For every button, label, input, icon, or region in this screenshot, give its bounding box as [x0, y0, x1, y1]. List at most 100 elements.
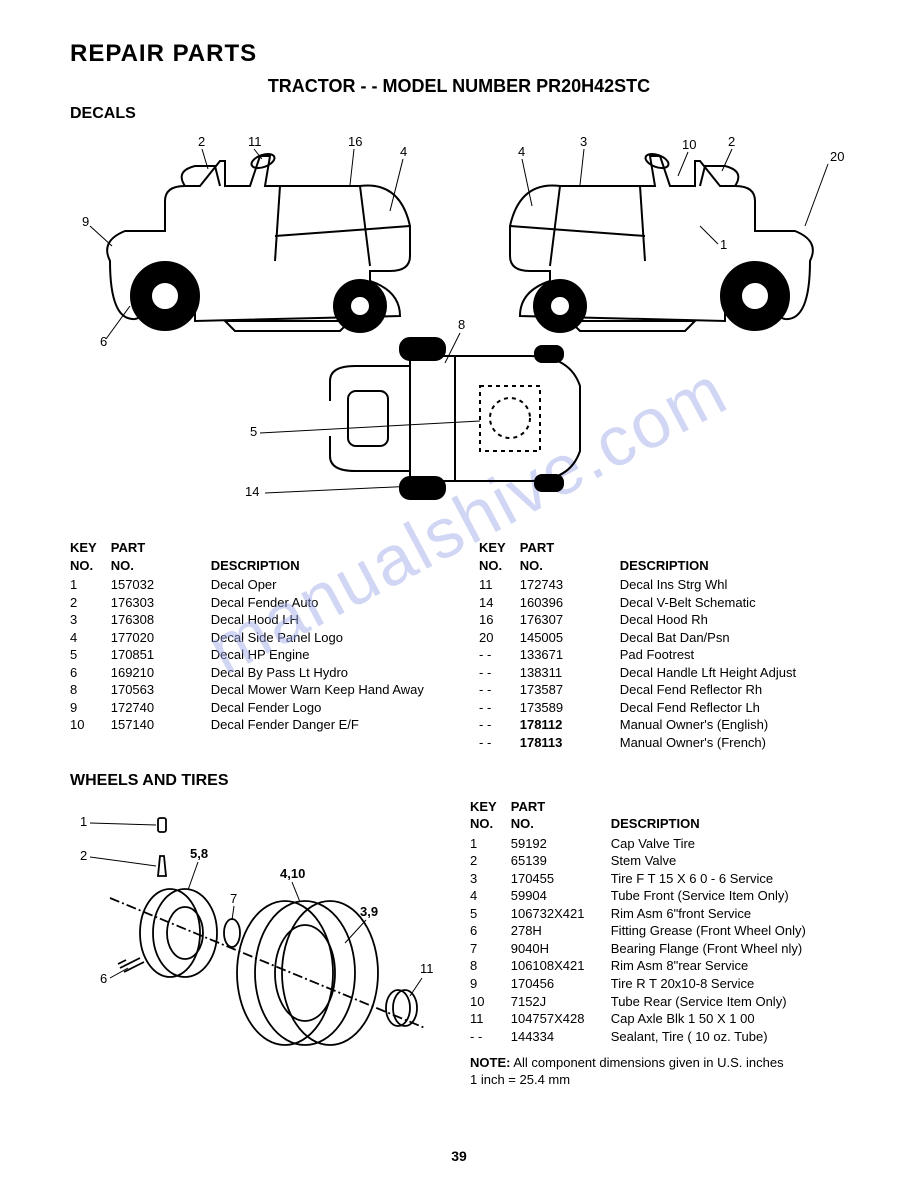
cell-part: 177020: [111, 629, 211, 647]
cell-part: 278H: [511, 922, 611, 940]
svg-text:14: 14: [245, 484, 259, 499]
cell-key: - -: [470, 1028, 511, 1046]
cell-desc: Decal By Pass Lt Hydro: [211, 664, 438, 682]
svg-text:2: 2: [728, 134, 735, 149]
svg-text:6: 6: [100, 334, 107, 349]
cell-desc: Rim Asm 8"rear Service: [611, 957, 820, 975]
table-row: 9170456Tire R T 20x10-8 Service: [470, 975, 820, 993]
cell-key: 11: [470, 1010, 511, 1028]
cell-part: 106732X421: [511, 905, 611, 923]
cell-desc: Decal Fender Logo: [211, 699, 438, 717]
cell-desc: Decal Fend Reflector Lh: [620, 699, 810, 717]
svg-text:5,8: 5,8: [190, 846, 208, 861]
table-row: 107152JTube Rear (Service Item Only): [470, 993, 820, 1011]
col-key-no: KEYNO.: [70, 539, 111, 576]
page-number: 39: [0, 1148, 918, 1164]
cell-desc: Tube Front (Service Item Only): [611, 887, 820, 905]
cell-part: 104757X428: [511, 1010, 611, 1028]
cell-key: 3: [470, 870, 511, 888]
svg-text:4: 4: [518, 144, 525, 159]
cell-part: 9040H: [511, 940, 611, 958]
decals-table-left: KEYNO. PARTNO. DESCRIPTION 1157032Decal …: [70, 539, 438, 734]
table-row: 265139Stem Valve: [470, 852, 820, 870]
cell-key: - -: [479, 716, 520, 734]
cell-part: 173589: [520, 699, 620, 717]
svg-text:1: 1: [720, 237, 727, 252]
cell-key: - -: [479, 681, 520, 699]
svg-text:8: 8: [458, 317, 465, 332]
cell-desc: Rim Asm 6"front Service: [611, 905, 820, 923]
table-row: - -178112Manual Owner's (English): [479, 716, 810, 734]
cell-desc: Fitting Grease (Front Wheel Only): [611, 922, 820, 940]
cell-key: 8: [470, 957, 511, 975]
svg-text:3,9: 3,9: [360, 904, 378, 919]
cell-part: 172740: [111, 699, 211, 717]
cell-desc: Manual Owner's (French): [620, 734, 810, 752]
cell-key: 9: [470, 975, 511, 993]
note-text: All component dimensions given in U.S. i…: [513, 1055, 783, 1070]
cell-key: 10: [70, 716, 111, 734]
table-row: 16176307Decal Hood Rh: [479, 611, 810, 629]
svg-text:3: 3: [580, 134, 587, 149]
cell-desc: Pad Footrest: [620, 646, 810, 664]
table-row: 20145005Decal Bat Dan/Psn: [479, 629, 810, 647]
col-part-no: PARTNO.: [520, 539, 620, 576]
table-row: - -178113Manual Owner's (French): [479, 734, 810, 752]
table-row: 9172740Decal Fender Logo: [70, 699, 438, 717]
svg-text:1: 1: [80, 814, 87, 829]
cell-key: - -: [479, 646, 520, 664]
table-row: 79040HBearing Flange (Front Wheel nly): [470, 940, 820, 958]
cell-part: 176303: [111, 594, 211, 612]
svg-text:16: 16: [348, 134, 362, 149]
cell-desc: Decal Hood LH: [211, 611, 438, 629]
col-key-no: KEYNO.: [479, 539, 520, 576]
cell-desc: Decal Handle Lft Height Adjust: [620, 664, 810, 682]
table-row: 1157032Decal Oper: [70, 576, 438, 594]
cell-key: 3: [70, 611, 111, 629]
cell-key: 1: [470, 835, 511, 853]
cell-part: 172743: [520, 576, 620, 594]
cell-key: 4: [470, 887, 511, 905]
cell-key: 6: [470, 922, 511, 940]
cell-desc: Decal Fender Auto: [211, 594, 438, 612]
table-row: 6169210Decal By Pass Lt Hydro: [70, 664, 438, 682]
table-row: 3176308Decal Hood LH: [70, 611, 438, 629]
table-row: - -173587Decal Fend Reflector Rh: [479, 681, 810, 699]
col-description: DESCRIPTION: [211, 539, 438, 576]
cell-desc: Decal V-Belt Schematic: [620, 594, 810, 612]
svg-text:5: 5: [250, 424, 257, 439]
col-description: DESCRIPTION: [611, 798, 820, 835]
table-row: 8106108X421Rim Asm 8"rear Service: [470, 957, 820, 975]
table-row: 14160396Decal V-Belt Schematic: [479, 594, 810, 612]
cell-key: - -: [479, 734, 520, 752]
col-key-no: KEYNO.: [470, 798, 511, 835]
cell-key: 16: [479, 611, 520, 629]
cell-key: 4: [70, 629, 111, 647]
cell-key: 7: [470, 940, 511, 958]
cell-key: 9: [70, 699, 111, 717]
cell-part: 145005: [520, 629, 620, 647]
cell-part: 178112: [520, 716, 620, 734]
svg-text:7: 7: [230, 891, 237, 906]
decals-tables: KEYNO. PARTNO. DESCRIPTION 1157032Decal …: [70, 539, 848, 752]
table-row: - -144334Sealant, Tire ( 10 oz. Tube): [470, 1028, 820, 1046]
cell-part: 59192: [511, 835, 611, 853]
cell-desc: Decal Hood Rh: [620, 611, 810, 629]
cell-key: - -: [479, 699, 520, 717]
cell-desc: Decal HP Engine: [211, 646, 438, 664]
section-heading-decals: DECALS: [70, 105, 848, 123]
svg-text:4,10: 4,10: [280, 866, 305, 881]
svg-text:11: 11: [420, 961, 434, 976]
svg-text:11: 11: [248, 134, 262, 149]
table-row: - -138311Decal Handle Lft Height Adjust: [479, 664, 810, 682]
cell-part: 157032: [111, 576, 211, 594]
cell-desc: Decal Bat Dan/Psn: [620, 629, 810, 647]
cell-part: 170455: [511, 870, 611, 888]
cell-part: 7152J: [511, 993, 611, 1011]
table-row: 5106732X421Rim Asm 6"front Service: [470, 905, 820, 923]
cell-desc: Bearing Flange (Front Wheel nly): [611, 940, 820, 958]
table-row: 5170851Decal HP Engine: [70, 646, 438, 664]
table-row: 8170563Decal Mower Warn Keep Hand Away: [70, 681, 438, 699]
note-label: NOTE:: [470, 1055, 510, 1070]
cell-desc: Manual Owner's (English): [620, 716, 810, 734]
